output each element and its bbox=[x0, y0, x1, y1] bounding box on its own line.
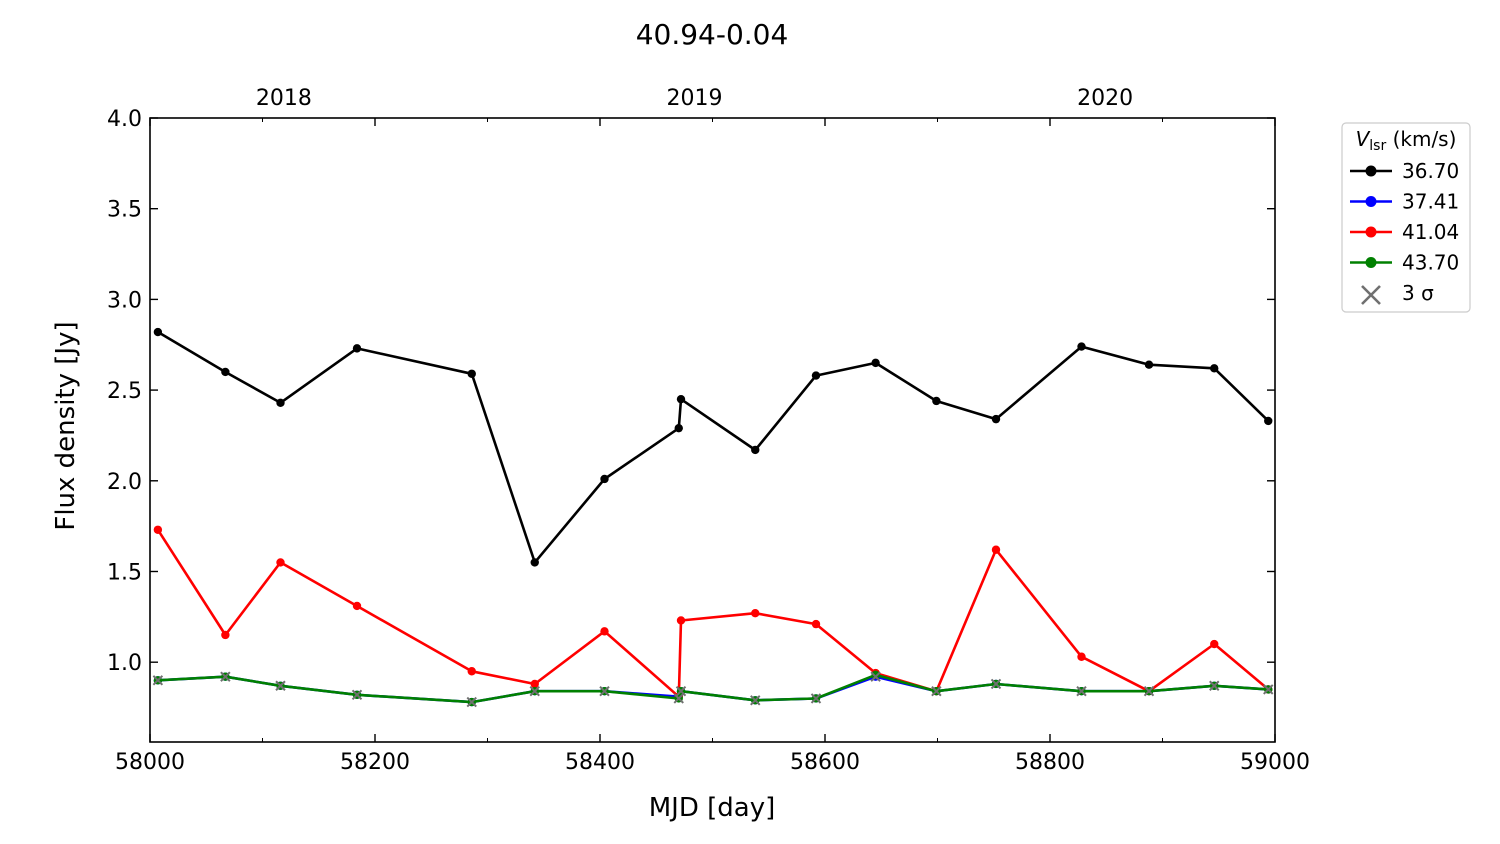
sigma-point bbox=[990, 678, 1002, 690]
sigma-point bbox=[810, 693, 822, 704]
data-point bbox=[1210, 364, 1219, 373]
data-point bbox=[153, 525, 163, 534]
x-tick-label: 58600 bbox=[790, 750, 860, 775]
series-line bbox=[157, 673, 1269, 704]
legend-label: 41.04 bbox=[1402, 220, 1459, 244]
data-point bbox=[530, 679, 539, 689]
data-point bbox=[676, 394, 686, 404]
y-tick-label: 1.5 bbox=[107, 560, 142, 585]
data-point bbox=[600, 627, 609, 636]
data-point bbox=[751, 609, 760, 618]
data-point bbox=[276, 398, 285, 407]
axis-ticks: 58000 58200 58400 58600 58800 59000 1.0 1.5 2.0 2… bbox=[107, 86, 1310, 775]
data-point bbox=[1077, 652, 1086, 661]
data-point bbox=[467, 667, 476, 676]
x-tick-label: 58000 bbox=[115, 750, 185, 775]
data-point bbox=[276, 558, 285, 567]
x-axis-label: MJD [day] bbox=[649, 793, 776, 823]
series-line bbox=[157, 330, 1270, 564]
legend-title: Vlsr (km/s) bbox=[1356, 127, 1457, 154]
x-tick-label: 58800 bbox=[1015, 750, 1085, 775]
y-tick-label: 4.0 bbox=[107, 107, 142, 132]
data-point bbox=[811, 619, 821, 629]
legend-label: 37.41 bbox=[1402, 190, 1459, 214]
data-point bbox=[221, 367, 230, 377]
data-point bbox=[811, 371, 821, 380]
data-point bbox=[352, 601, 362, 611]
data-point bbox=[1077, 342, 1086, 351]
y-tick-label: 2.0 bbox=[107, 470, 142, 495]
sigma-point bbox=[1209, 680, 1220, 691]
legend-marker bbox=[1365, 196, 1377, 207]
legend-label: 3 σ bbox=[1402, 281, 1434, 305]
data-point bbox=[153, 327, 163, 337]
sigma-point bbox=[1143, 686, 1155, 697]
data-point bbox=[751, 445, 760, 455]
data-point bbox=[1210, 639, 1219, 649]
legend-label: 43.70 bbox=[1402, 251, 1459, 275]
sigma-point bbox=[599, 686, 610, 697]
data-point bbox=[1144, 360, 1154, 369]
y-tick-label: 3.5 bbox=[107, 198, 142, 223]
top-year-label: 2018 bbox=[256, 86, 312, 111]
series-36.70 bbox=[153, 327, 1273, 567]
data-point bbox=[352, 344, 362, 353]
legend-label: 36.70 bbox=[1402, 159, 1459, 183]
sigma-point bbox=[870, 671, 881, 682]
data-point bbox=[991, 414, 1001, 424]
data-point bbox=[676, 616, 686, 625]
x-tick-label: 58200 bbox=[340, 750, 410, 775]
top-year-label: 2020 bbox=[1077, 86, 1133, 111]
data-point bbox=[600, 474, 609, 484]
legend-marker bbox=[1365, 257, 1377, 268]
data-point bbox=[467, 369, 476, 378]
data-series bbox=[152, 327, 1274, 708]
series-line bbox=[157, 675, 1269, 704]
legend-marker bbox=[1365, 226, 1377, 238]
sigma-point bbox=[152, 675, 164, 686]
sigma-point bbox=[466, 696, 477, 708]
sigma-point bbox=[275, 680, 286, 691]
y-axis-label: Flux density [Jy] bbox=[51, 321, 81, 530]
sigma-point bbox=[351, 689, 363, 701]
data-point bbox=[1264, 416, 1273, 426]
sigma-point bbox=[1263, 684, 1274, 695]
data-point bbox=[871, 670, 880, 680]
legend-marker bbox=[1365, 165, 1377, 177]
data-point bbox=[221, 630, 230, 640]
y-tick-label: 1.0 bbox=[107, 651, 142, 676]
data-point bbox=[932, 396, 941, 406]
sigma-point bbox=[1076, 686, 1087, 697]
series-line bbox=[156, 529, 1270, 699]
series-3-σ bbox=[152, 671, 1274, 708]
sigma-point bbox=[675, 686, 687, 697]
sigma-point bbox=[529, 686, 540, 697]
sigma-point bbox=[931, 686, 942, 697]
y-tick-label: 3.0 bbox=[107, 288, 142, 313]
sigma-point bbox=[673, 693, 684, 704]
chart-title: 40.94-0.04 bbox=[636, 18, 789, 51]
legend-sigma-marker bbox=[1361, 285, 1381, 305]
top-year-label: 2019 bbox=[667, 86, 723, 111]
y-tick-label: 2.5 bbox=[107, 379, 142, 404]
plot-frame bbox=[149, 117, 1276, 743]
x-tick-label: 59000 bbox=[1240, 750, 1310, 775]
legend: Vlsr (km/s) 36.70 37.41 41.04 43.70 3 σ bbox=[1341, 122, 1471, 313]
sigma-point bbox=[220, 671, 231, 682]
x-tick-label: 58400 bbox=[565, 750, 635, 775]
series-41.04 bbox=[153, 525, 1273, 701]
data-point bbox=[530, 558, 539, 567]
sigma-point bbox=[750, 695, 761, 706]
data-point bbox=[871, 358, 880, 368]
series-43.70 bbox=[153, 670, 1273, 707]
data-point bbox=[991, 545, 1001, 554]
data-point bbox=[674, 423, 683, 433]
